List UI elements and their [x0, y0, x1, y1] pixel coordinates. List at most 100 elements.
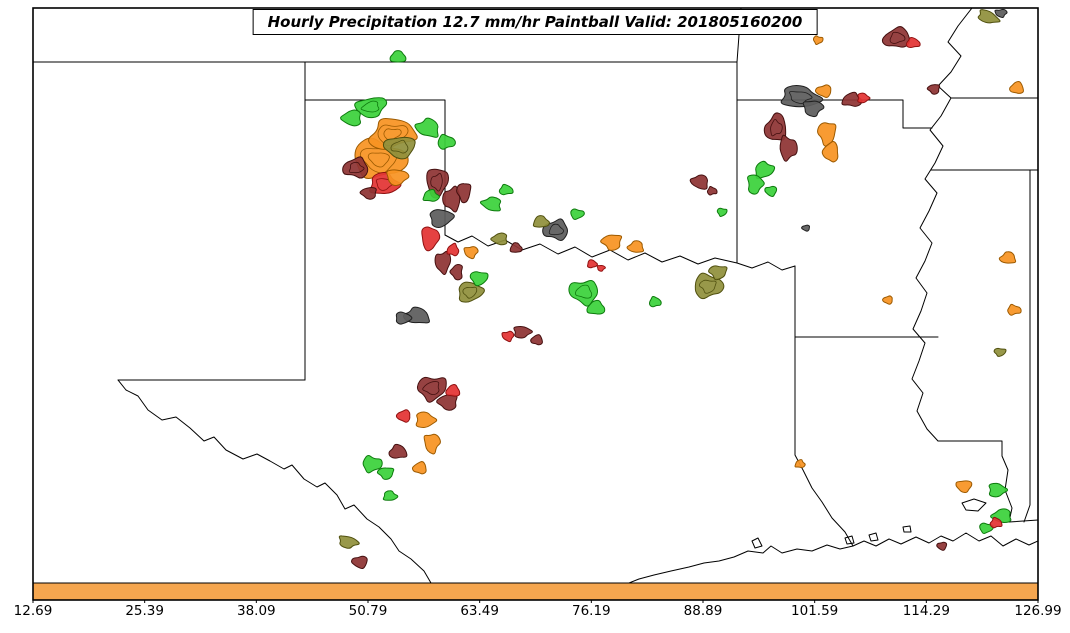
paintball-blob-orange — [1007, 303, 1022, 316]
paintball-blob-orange — [626, 240, 645, 253]
colorbar-tick-label: 38.09 — [237, 603, 276, 619]
state-boundary — [844, 535, 855, 545]
paintball-blob-darkred — [456, 183, 472, 204]
paintball-blob-gray — [994, 8, 1008, 18]
paintball-blob-darkred — [359, 186, 377, 200]
paintball-blob-green — [648, 295, 662, 308]
paintball-blob-green — [414, 117, 439, 138]
state-boundary — [902, 525, 912, 533]
paintball-blob-green — [570, 208, 585, 221]
paintball-blob-orange — [955, 480, 973, 493]
paintball-blob-darkred — [351, 555, 368, 570]
paintball-blob-orange — [463, 246, 479, 260]
paintball-blob-darkred — [530, 334, 543, 346]
paintball-blob-darkred — [706, 185, 718, 196]
paintball-blob-green — [389, 50, 407, 63]
state-boundary — [751, 537, 763, 549]
state-boundary — [868, 532, 879, 542]
state-boundary — [1023, 169, 1031, 523]
state-boundary — [304, 99, 446, 236]
paintball-blob-red — [445, 384, 461, 397]
state-boundary — [911, 8, 973, 442]
paintball-blob-orange — [411, 461, 427, 475]
paintball-blob-orange — [812, 35, 824, 46]
paintball-blob-red — [905, 37, 921, 49]
paintball-contour — [770, 118, 783, 137]
paintball-contour — [574, 284, 593, 299]
paintball-blob-orange — [600, 234, 623, 251]
paintball-blob-orange — [794, 459, 806, 469]
paintball-contour — [390, 139, 409, 154]
paintball-blob-gray — [802, 100, 825, 118]
colorbar-tick-label: 76.19 — [572, 603, 611, 619]
paintball-blob-red — [501, 330, 515, 343]
colorbar-tick-label: 114.29 — [902, 603, 950, 619]
paintball-blob-green — [479, 196, 502, 212]
paintball-blob-red — [421, 226, 441, 252]
state-boundary — [628, 544, 854, 583]
paintball-blob-red — [596, 264, 606, 272]
map-background — [33, 8, 1038, 600]
colorbar-tick-label: 101.59 — [791, 603, 839, 619]
paintball-contour — [548, 223, 564, 236]
paintball-blob-orange — [821, 141, 839, 163]
paintball-blob-darkred — [936, 541, 948, 551]
state-boundary — [852, 532, 1038, 547]
paintball-blob-darkred — [509, 242, 523, 253]
paintball-contour — [789, 91, 813, 104]
map-frame — [32, 7, 1039, 601]
paintball-blob-darkred — [926, 84, 941, 95]
paintball-blob-darkred — [449, 264, 463, 281]
paintball-blob-green — [376, 467, 395, 480]
paintball-blob-darkred — [689, 174, 708, 190]
paintball-blob-red — [587, 259, 598, 269]
paintball-blob-olive — [993, 347, 1007, 357]
paintball-blob-orange — [814, 84, 832, 98]
paintball-blob-darkred — [779, 134, 798, 162]
paintball-blob-green — [340, 109, 361, 127]
paintball-blob-green — [747, 174, 765, 195]
paintball-blob-green — [568, 279, 599, 307]
colorbar-tick-label: 63.49 — [460, 603, 499, 619]
state-boundary — [794, 265, 854, 547]
paintball-contour — [422, 381, 440, 395]
paintball-blob-orange — [998, 251, 1017, 264]
colorbar — [32, 582, 1039, 601]
paintball-blob-green — [755, 160, 776, 180]
paintball-blob-darkred — [388, 443, 408, 459]
paintball-blob-green — [469, 271, 489, 287]
paintball-blob-gray — [395, 311, 413, 325]
state-boundary — [1008, 519, 1038, 523]
paintball-blob-gray — [801, 224, 811, 232]
colorbar-tick-label: 126.99 — [1014, 603, 1062, 619]
paintball-blob-red — [989, 516, 1003, 529]
colorbar-tick-label: 50.79 — [348, 603, 388, 619]
colorbar-tick-label: 88.89 — [683, 603, 723, 619]
paintball-contour — [462, 286, 478, 299]
state-boundary — [961, 498, 987, 512]
paintball-blob-orange — [386, 169, 410, 186]
paintball-contour — [430, 173, 443, 192]
paintball-blob-olive — [490, 232, 508, 246]
paintball-contour — [698, 279, 717, 294]
paintball-blob-darkred — [513, 326, 533, 339]
paintball-blob-green — [988, 482, 1009, 498]
paintball-contour — [367, 152, 390, 168]
paintball-contour — [889, 31, 906, 44]
paintball-blob-olive — [338, 535, 360, 549]
paintball-contour — [360, 100, 380, 113]
paintball-blob-orange — [415, 411, 438, 428]
paintball-blob-orange — [1009, 81, 1024, 94]
paintball-blob-green — [764, 185, 778, 197]
paintball-blob-green — [437, 133, 456, 150]
plot-title: Hourly Precipitation 12.7 mm/hr Paintbal… — [252, 9, 818, 35]
paintball-blob-darkred — [434, 250, 452, 275]
colorbar-tick-label: 25.39 — [125, 603, 164, 619]
paintball-blob-red — [446, 242, 460, 257]
paintball-blob-olive — [532, 215, 550, 228]
paintball-blob-green — [422, 188, 440, 202]
paintball-contour — [348, 161, 365, 174]
state-boundary — [117, 379, 432, 583]
